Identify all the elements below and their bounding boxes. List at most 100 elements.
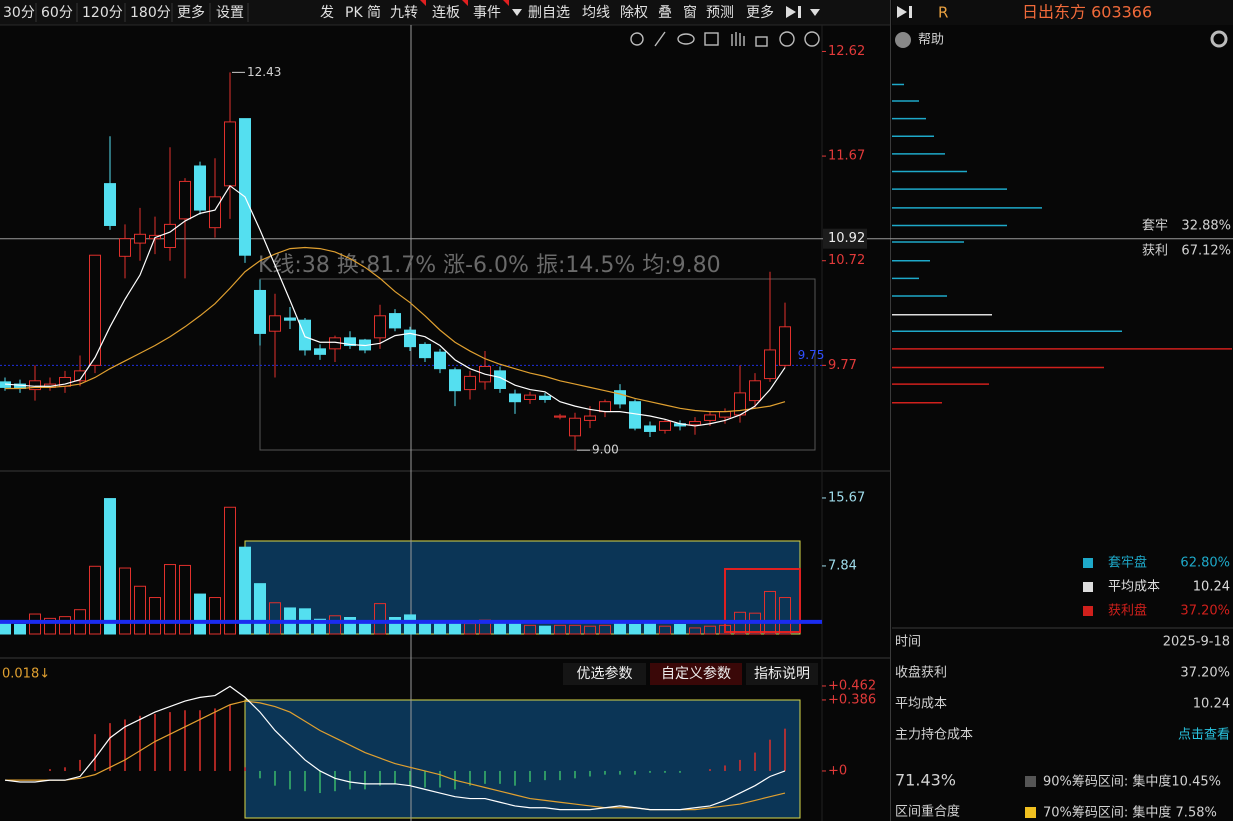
volume-bar (239, 546, 251, 635)
tool-button[interactable]: 均线 (582, 5, 610, 21)
y-tick-label: 9.77 (828, 358, 857, 373)
candle-body (179, 180, 191, 220)
y-tick-label: 15.67 (828, 490, 865, 505)
tool-button[interactable]: 连板 (432, 5, 460, 21)
row-value[interactable]: 点击查看 (1178, 727, 1230, 743)
tool-button[interactable]: 预测 (706, 5, 734, 21)
help-label[interactable]: 帮助 (918, 33, 944, 48)
low-label: 9.00 (592, 443, 619, 457)
tool-button[interactable]: 更多 (746, 4, 774, 21)
period-button[interactable]: 更多 (177, 4, 205, 21)
volume-bar (44, 617, 56, 635)
tool-button[interactable]: 简 (367, 4, 381, 21)
candle-body (434, 351, 446, 370)
toolbar (0, 0, 890, 25)
hand-icon[interactable] (731, 32, 745, 46)
volume-bar (194, 593, 206, 635)
selection-box (244, 699, 801, 819)
candle-body (389, 313, 401, 329)
tool-button[interactable]: 发 (320, 5, 334, 21)
candle-body (419, 343, 431, 359)
legend-label: 获利盘 (1108, 603, 1147, 619)
dropdown-icon[interactable] (810, 9, 820, 16)
candle-body (314, 348, 326, 355)
candle-body (599, 401, 611, 413)
volume-bar (119, 567, 131, 635)
high-label: 12.43 (247, 65, 281, 79)
crosshair-label-bg (823, 228, 867, 249)
period-button[interactable]: 30分 (3, 5, 35, 21)
expand-icon[interactable] (897, 6, 912, 18)
box-icon[interactable] (704, 32, 719, 46)
candle-body (119, 238, 131, 257)
volume-bar (584, 625, 596, 635)
settings-icon[interactable] (630, 32, 644, 46)
row-label: 主力持仓成本 (895, 728, 973, 743)
kline-info: K线:38 换:81.7% 涨-6.0% 振:14.5% 均:9.80 (258, 253, 721, 278)
indicator-button[interactable]: 优选参数 (577, 665, 633, 682)
tool-button[interactable]: 九转 (390, 5, 418, 21)
tool-button[interactable]: 删自选 (528, 5, 570, 21)
volume-bar (764, 590, 776, 635)
indicator-button-bg[interactable] (746, 663, 818, 685)
indicator-button[interactable]: 指标说明 (754, 666, 810, 682)
settings-icon[interactable] (1210, 30, 1228, 48)
row-value: 2025-9-18 (1163, 635, 1230, 650)
volume-bar (59, 616, 71, 635)
indicator-button-bg[interactable] (650, 663, 742, 685)
selection-box (244, 540, 801, 635)
tool-button[interactable]: 叠 (658, 5, 672, 21)
candle-body (374, 315, 386, 339)
help-icon[interactable] (895, 32, 911, 48)
legend-label: 平均成本 (1108, 580, 1160, 595)
volume-bar (389, 617, 401, 635)
candle-body (584, 415, 596, 421)
candle-body (644, 425, 656, 432)
candle-body (554, 415, 566, 418)
period-button[interactable]: 180分 (130, 5, 171, 21)
y-tick-label: 12.62 (828, 44, 865, 59)
candle-body (704, 414, 716, 421)
candle-body (689, 421, 701, 426)
candle-body (719, 411, 731, 418)
profit-value: 67.12% (1181, 244, 1231, 259)
profit-label: 获利 (1142, 244, 1168, 259)
period-button[interactable]: 设置 (216, 5, 244, 21)
volume-bar (29, 613, 41, 635)
tool-button[interactable]: 除权 (620, 5, 648, 21)
indicator-button-bg[interactable] (563, 663, 646, 685)
y-tick-label: +0 (828, 763, 847, 778)
candle-body (344, 337, 356, 347)
volume-bar (614, 623, 626, 635)
highlight-box (724, 568, 801, 633)
volume-bar (539, 625, 551, 635)
tool-button[interactable]: 事件 (473, 5, 501, 21)
candle-body (254, 289, 266, 334)
y-tick-label: +0.462 (828, 678, 876, 693)
zoom-in-icon[interactable] (779, 31, 795, 47)
tool-button[interactable]: PK (345, 5, 363, 21)
candle-body (779, 326, 791, 366)
chart-tools (630, 31, 820, 47)
candle-body (734, 392, 746, 416)
row-label: 收盘获利 (895, 665, 947, 681)
lock-icon[interactable] (755, 36, 768, 47)
period-button[interactable]: 60分 (41, 5, 73, 21)
eye-icon[interactable] (677, 33, 695, 45)
ma5-line (4, 184, 786, 427)
draw-icon[interactable] (654, 31, 666, 47)
period-button[interactable]: 120分 (82, 5, 123, 21)
collapse-icon[interactable] (786, 6, 801, 18)
y-tick-label: +0.386 (828, 692, 876, 707)
zoom-out-icon[interactable] (804, 31, 820, 47)
tool-button[interactable]: 窗 (683, 4, 697, 21)
volume-bar (104, 498, 116, 635)
dropdown-icon[interactable] (512, 9, 522, 16)
indicator-button[interactable]: 自定义参数 (661, 665, 731, 682)
candle-body (539, 395, 551, 401)
candle-body (614, 390, 626, 405)
selection-box (259, 278, 816, 451)
